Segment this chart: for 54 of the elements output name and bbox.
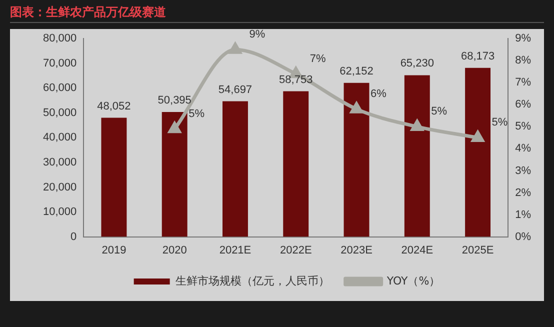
point bbox=[472, 130, 484, 142]
legend-label: YOY（%） bbox=[386, 274, 440, 288]
bar bbox=[222, 101, 248, 237]
point bbox=[411, 120, 424, 131]
bar bbox=[404, 75, 430, 237]
bar bbox=[283, 91, 309, 237]
y-tick-label: 0 bbox=[70, 230, 77, 243]
y-tick-label: 50,000 bbox=[42, 106, 77, 119]
x-tick-label: 2023E bbox=[340, 244, 372, 256]
legend-label: 生鲜市场规模（亿元，人民币） bbox=[175, 274, 330, 288]
point bbox=[229, 42, 242, 54]
y2-tick-label: 5% bbox=[515, 120, 532, 133]
data-label: 54,697 bbox=[218, 84, 252, 96]
data-label: 50,395 bbox=[158, 94, 192, 106]
bar bbox=[162, 112, 188, 237]
chart-title: 图表：生鲜农产品万亿级赛道 bbox=[10, 4, 166, 21]
y-tick-label: 60,000 bbox=[42, 82, 77, 94]
x-tick-label: 2021E bbox=[219, 244, 252, 256]
data-label: 62,152 bbox=[340, 65, 374, 78]
y-tick-label: 10,000 bbox=[42, 206, 77, 218]
y2-tick-label: 7% bbox=[515, 76, 532, 89]
y2-tick-label: 9% bbox=[515, 32, 532, 45]
data-label: 5% bbox=[431, 106, 448, 118]
y2-tick-label: 4% bbox=[515, 142, 532, 155]
data-label: 9% bbox=[249, 28, 266, 41]
data-label: 6% bbox=[370, 88, 387, 100]
y2-tick-label: 2% bbox=[515, 186, 532, 199]
y-tick-label: 80,000 bbox=[42, 32, 77, 45]
y-tick-label: 20,000 bbox=[42, 181, 77, 194]
data-label: 5% bbox=[188, 108, 205, 120]
data-label: 58,753 bbox=[279, 74, 313, 86]
x-tick-label: 2025E bbox=[462, 244, 494, 256]
bar bbox=[465, 68, 491, 237]
data-label: 65,230 bbox=[400, 58, 434, 70]
y-tick-label: 70,000 bbox=[42, 57, 77, 70]
x-tick-label: 2019 bbox=[102, 244, 126, 256]
y2-tick-label: 3% bbox=[515, 164, 532, 177]
point bbox=[350, 102, 363, 114]
data-label: 48,052 bbox=[97, 100, 131, 112]
y2-tick-label: 8% bbox=[515, 54, 532, 67]
x-tick-label: 2020 bbox=[162, 244, 187, 256]
y-tick-label: 30,000 bbox=[42, 156, 77, 169]
data-label: 7% bbox=[310, 52, 326, 65]
y2-tick-label: 0% bbox=[515, 230, 532, 243]
bar bbox=[344, 82, 370, 237]
y2-tick-label: 6% bbox=[515, 98, 532, 111]
data-label: 68,173 bbox=[460, 50, 495, 62]
data-label: 5% bbox=[492, 116, 508, 129]
y-tick-label: 40,000 bbox=[42, 132, 77, 144]
x-tick-label: 2022E bbox=[280, 244, 312, 256]
x-tick-label: 2024E bbox=[401, 244, 434, 256]
bar bbox=[101, 118, 127, 237]
y2-tick-label: 1% bbox=[515, 208, 532, 221]
point bbox=[168, 122, 181, 134]
